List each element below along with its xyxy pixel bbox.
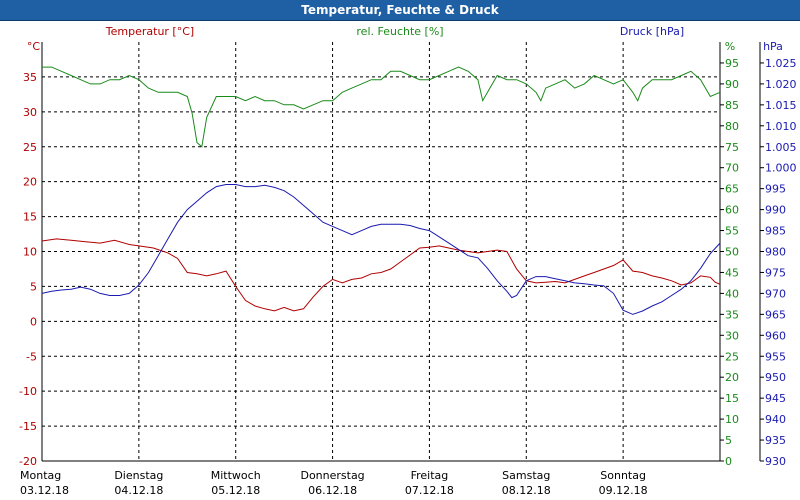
pressure-tick-label: 950: [765, 371, 786, 384]
humidity-tick-label: 75: [725, 141, 739, 154]
x-tick-date: 04.12.18: [114, 484, 163, 497]
grid: [41, 42, 761, 462]
legend-humidity: rel. Feuchte [%]: [356, 25, 443, 38]
pressure-tick-label: 1.015: [765, 99, 797, 112]
temperature-tick-label: 10: [23, 246, 37, 259]
temperature-tick-label: -20: [19, 455, 37, 468]
pressure-tick-label: 1.000: [765, 162, 797, 175]
pressure-tick-label: 1.025: [765, 57, 797, 70]
humidity-tick-label: 35: [725, 308, 739, 321]
series: [41, 66, 721, 315]
pressure-tick-label: 990: [765, 204, 786, 217]
humidity-tick-label: 15: [725, 392, 739, 405]
temperature-axis: -20 -15 -10 -5 0 5 10 15 20 25 30 35: [19, 71, 37, 468]
pressure-tick-label: 975: [765, 266, 786, 279]
humidity-tick-label: 30: [725, 329, 739, 342]
humidity-tick-label: 60: [725, 204, 739, 217]
x-tick-day: Sonntag: [600, 469, 646, 482]
humidity-tick-label: 20: [725, 371, 739, 384]
x-tick-date: 09.12.18: [599, 484, 648, 497]
pressure-tick-label: 1.020: [765, 78, 797, 91]
x-tick-date: 08.12.18: [502, 484, 551, 497]
temperature-tick-label: -10: [19, 385, 37, 398]
temperature-tick-label: 0: [30, 315, 37, 328]
x-tick-day: Dienstag: [114, 469, 163, 482]
temperature-tick-label: -15: [19, 420, 37, 433]
humidity-tick-label: 90: [725, 78, 739, 91]
x-tick-day: Mittwoch: [211, 469, 261, 482]
humidity-tick-label: 25: [725, 350, 739, 363]
pressure-tick-label: 1.010: [765, 120, 797, 133]
temperature-tick-label: 20: [23, 176, 37, 189]
temperature-tick-label: 5: [30, 280, 37, 293]
pressure-tick-label: 955: [765, 350, 786, 363]
x-tick-date: 06.12.18: [308, 484, 357, 497]
x-tick-day: Freitag: [411, 469, 449, 482]
humidity-line: [42, 66, 721, 148]
temperature-tick-label: 30: [23, 106, 37, 119]
legend: Temperatur [°C] rel. Feuchte [%] Druck […: [27, 25, 783, 53]
temperature-tick-label: 25: [23, 141, 37, 154]
x-tick-date: 05.12.18: [211, 484, 260, 497]
humidity-axis: 0 5 10 15 20 25 30 35 40 45 50 55 60 65 70 75 80 85 90 95: [720, 57, 739, 468]
humidity-tick-label: 5: [725, 434, 732, 447]
title-bar: Temperatur, Feuchte & Druck: [0, 0, 800, 21]
pressure-tick-label: 965: [765, 308, 786, 321]
x-tick-day: Donnerstag: [300, 469, 364, 482]
temperature-unit: °C: [27, 40, 41, 53]
temperature-tick-label: 35: [23, 71, 37, 84]
x-axis: Montag 03.12.18 Dienstag 04.12.18 Mittwoch 05…: [20, 469, 648, 497]
temperature-tick-label: -5: [26, 350, 37, 363]
pressure-tick-label: 945: [765, 392, 786, 405]
x-tick-day: Montag: [20, 469, 61, 482]
chart-title: Temperatur, Feuchte & Druck: [301, 3, 499, 17]
humidity-tick-label: 80: [725, 120, 739, 133]
pressure-tick-label: 980: [765, 246, 786, 259]
temperature-tick-label: 15: [23, 211, 37, 224]
humidity-tick-label: 65: [725, 183, 739, 196]
humidity-tick-label: 10: [725, 413, 739, 426]
legend-pressure: Druck [hPa]: [620, 25, 684, 38]
humidity-tick-label: 85: [725, 99, 739, 112]
pressure-tick-label: 930: [765, 455, 786, 468]
pressure-tick-label: 995: [765, 183, 786, 196]
legend-temperature: Temperatur [°C]: [105, 25, 194, 38]
pressure-tick-label: 960: [765, 329, 786, 342]
pressure-tick-label: 935: [765, 434, 786, 447]
humidity-tick-label: 45: [725, 266, 739, 279]
pressure-axis: 930 935 940 945 950 955 960 965 970 975 980 985 990 9…: [760, 57, 797, 468]
pressure-tick-label: 970: [765, 287, 786, 300]
pressure-tick-label: 985: [765, 225, 786, 238]
humidity-tick-label: 50: [725, 246, 739, 259]
pressure-tick-label: 1.005: [765, 141, 797, 154]
x-tick-day: Samstag: [502, 469, 550, 482]
pressure-tick-label: 940: [765, 413, 786, 426]
temperature-line: [41, 238, 721, 312]
humidity-tick-label: 0: [725, 455, 732, 468]
x-tick-date: 07.12.18: [405, 484, 454, 497]
humidity-tick-label: 95: [725, 57, 739, 70]
humidity-unit: %: [725, 40, 735, 53]
x-tick-date: 03.12.18: [20, 484, 69, 497]
humidity-tick-label: 55: [725, 225, 739, 238]
humidity-tick-label: 70: [725, 162, 739, 175]
pressure-unit: hPa: [763, 40, 783, 53]
pressure-line: [41, 184, 721, 315]
humidity-tick-label: 40: [725, 287, 739, 300]
